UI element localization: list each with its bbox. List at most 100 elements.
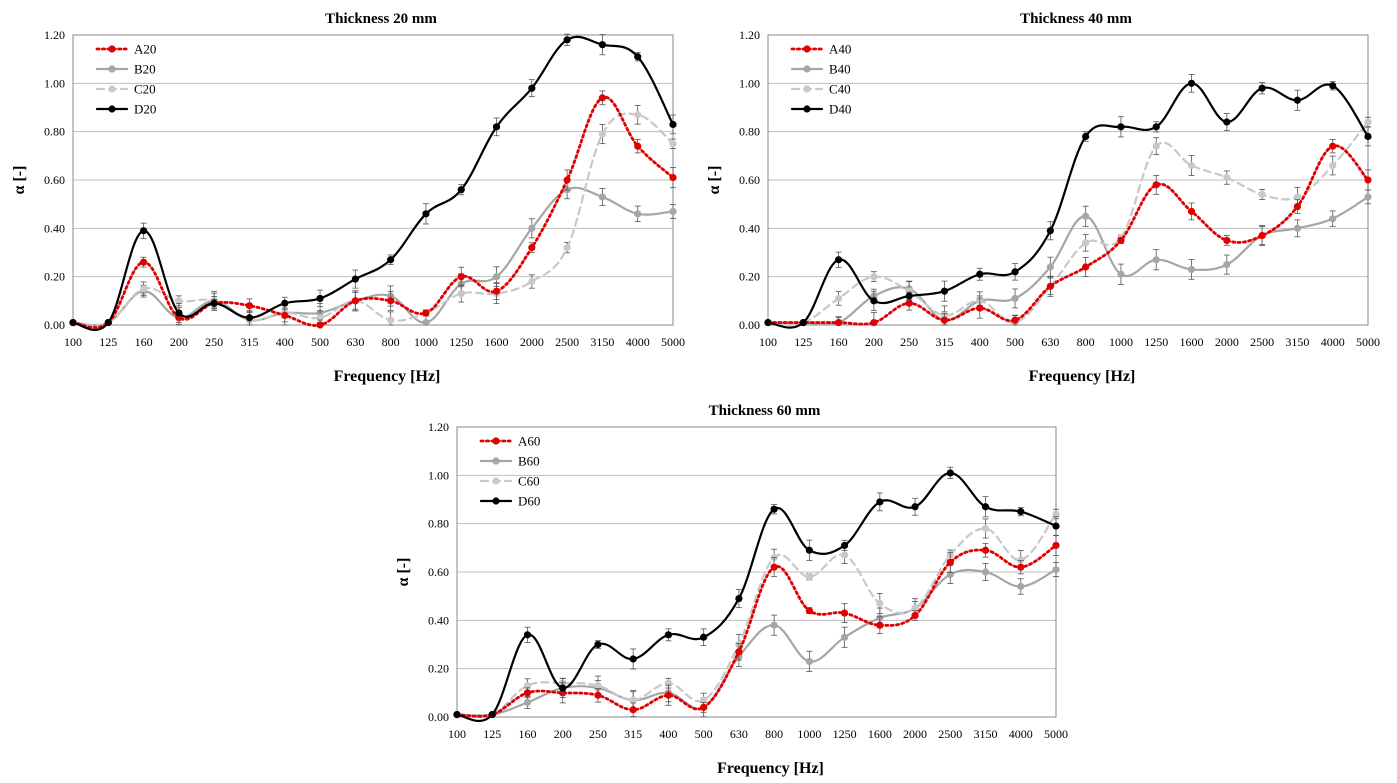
data-point-D40 [1258,84,1266,92]
data-point-A60 [523,689,532,697]
data-point-A40 [1011,316,1019,324]
data-point-D40 [799,318,807,327]
data-point-B60 [981,568,990,576]
y-axis-label: α [-] [395,558,412,587]
data-point-B40 [1082,212,1090,220]
legend-label: C20 [134,82,156,97]
legend-label: A20 [134,42,156,57]
y-tick-label: 0.00 [428,710,449,724]
legend-label: C40 [829,82,851,97]
data-point-A20 [422,309,430,317]
y-tick-label: 0.60 [44,173,65,187]
data-point-D40 [1223,118,1231,126]
data-point-A20 [634,142,642,150]
data-point-A40 [1187,207,1196,216]
data-point-C20 [175,297,183,305]
data-point-C40 [1082,239,1090,247]
x-tick-label: 5000 [661,335,685,349]
y-tick-label: 0.80 [739,125,760,139]
data-point-C20 [316,314,324,322]
data-point-D20 [104,318,112,327]
data-point-D60 [805,546,813,554]
data-point-A20 [669,173,677,182]
data-point-D20 [139,227,148,235]
data-point-D60 [523,631,532,639]
x-tick-label: 200 [554,727,572,741]
y-tick-label: 0.40 [428,613,449,627]
y-tick-label: 0.40 [44,221,65,235]
data-point-A20 [598,94,607,102]
chart-title: Thickness 60 mm [709,403,821,419]
data-point-D60 [840,541,849,550]
data-point-C40 [1364,118,1372,126]
data-point-D40 [870,297,878,305]
data-point-D40 [1293,96,1302,104]
x-tick-label: 2000 [903,727,927,741]
data-point-C60 [981,524,990,533]
data-point-B40 [1011,294,1019,303]
data-point-D60 [1052,522,1060,530]
data-point-A20 [457,273,465,281]
data-point-B40 [1223,260,1231,269]
data-point-A40 [1258,231,1266,240]
data-point-C60 [700,696,708,704]
y-tick-label: 0.40 [739,221,760,235]
data-point-C20 [563,244,571,252]
data-point-B20 [598,193,607,201]
data-point-D20 [422,210,430,218]
data-point-A40 [940,316,949,324]
legend: A20 B20 C20 D20 [95,42,156,117]
data-point-D20 [69,318,77,327]
y-tick-label: 0.60 [428,565,449,579]
series-B20 [69,180,677,327]
data-point-C40 [834,294,843,303]
data-point-D60 [629,655,637,663]
data-point-D40 [1364,132,1372,141]
x-tick-label: 4000 [626,335,650,349]
data-point-B40 [1364,193,1372,201]
data-point-D20 [457,186,465,194]
data-point-D60 [735,594,743,603]
x-tick-label: 2000 [520,335,544,349]
data-point-D20 [175,309,183,317]
y-tick-label: 0.20 [428,662,449,676]
x-tick-label: 2000 [1215,335,1239,349]
data-point-A60 [911,611,919,620]
y-axis-label: α [-] [706,166,723,195]
data-point-D60 [770,505,778,513]
x-tick-label: 800 [382,335,400,349]
x-tick-label: 315 [935,335,953,349]
series-C20 [69,104,677,327]
y-tick-label: 1.00 [44,76,65,90]
data-point-D40 [940,287,949,295]
x-tick-label: 2500 [1250,335,1274,349]
data-point-A20 [281,311,289,319]
x-tick-label: 500 [1006,335,1024,349]
data-point-A60 [981,546,990,554]
data-point-A60 [805,607,813,615]
data-point-C40 [1223,173,1231,182]
data-point-A60 [946,558,954,566]
chart-title: Thickness 40 mm [1020,11,1132,27]
x-tick-label: 630 [346,335,364,349]
data-point-A20 [528,244,536,252]
legend-marker-D60 [492,497,500,505]
series-line-D40 [766,82,1370,329]
data-point-D40 [976,270,984,278]
data-point-D20 [387,256,395,264]
data-point-C60 [1017,556,1025,564]
x-tick-label: 200 [865,335,883,349]
x-tick-label: 400 [276,335,294,349]
legend-marker-A60 [492,437,500,445]
series-line-D20 [71,35,675,331]
x-tick-label: 125 [483,727,501,741]
data-point-D40 [834,256,843,264]
legend-marker-C40 [803,85,811,93]
data-point-D40 [1117,123,1125,131]
x-tick-label: 4000 [1009,727,1033,741]
x-tick-label: 500 [695,727,713,741]
data-point-C40 [1329,161,1337,170]
x-tick-label: 1250 [449,335,473,349]
x-tick-label: 5000 [1356,335,1380,349]
